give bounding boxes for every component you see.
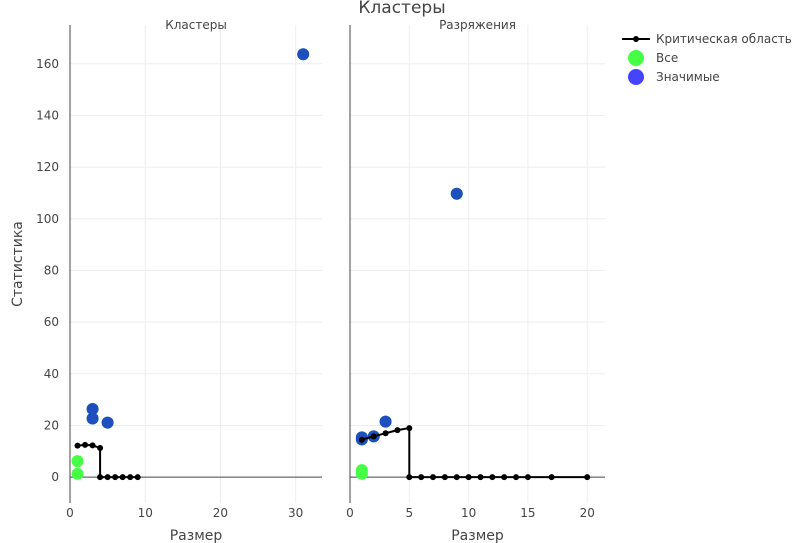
critical-region-point xyxy=(119,474,126,481)
legend-label-all: Все xyxy=(656,51,678,65)
x-axis-title: Размер xyxy=(451,528,504,543)
y-tick-label: 80 xyxy=(44,263,59,277)
critical-region-point xyxy=(74,442,81,449)
critical-region-point xyxy=(441,474,448,481)
point-significant xyxy=(450,187,463,200)
x-tick-label: 0 xyxy=(346,506,354,520)
point-significant xyxy=(297,48,310,61)
critical-region-point xyxy=(370,433,377,440)
critical-region-point xyxy=(501,474,508,481)
critical-region-point xyxy=(406,474,413,481)
point-significant xyxy=(86,412,99,425)
panel-rarefactions: Разряжения 0 5 10 15 20 Размер xyxy=(346,18,605,543)
legend-label-significant: Значимые xyxy=(656,70,720,84)
point-all xyxy=(355,464,368,477)
y-tick-label: 160 xyxy=(36,57,59,71)
point-significant xyxy=(86,402,99,415)
legend-item-all[interactable]: Все xyxy=(628,50,678,66)
x-tick-label: 5 xyxy=(405,506,413,520)
point-significant xyxy=(101,416,114,429)
x-tick-label: 30 xyxy=(288,506,303,520)
critical-region-point xyxy=(394,427,401,434)
critical-region-point xyxy=(112,474,119,481)
x-tick-label: 10 xyxy=(138,506,153,520)
critical-region-point xyxy=(524,474,531,481)
critical-region-point xyxy=(513,474,520,481)
critical-region-point xyxy=(97,474,104,481)
critical-region-point xyxy=(418,474,425,481)
critical-region-point xyxy=(382,430,389,437)
critical-region-point xyxy=(465,474,472,481)
critical-region-point xyxy=(430,474,437,481)
x-axis-title: Размер xyxy=(170,528,223,543)
critical-region-point xyxy=(548,474,555,481)
critical-region-point xyxy=(104,474,111,481)
critical-region-point xyxy=(489,474,496,481)
legend-item-significant[interactable]: Значимые xyxy=(628,69,720,85)
critical-region-point xyxy=(89,442,96,449)
y-tick-label: 60 xyxy=(44,315,59,329)
y-tick-label: 20 xyxy=(44,418,59,432)
legend: Критическая область Все Значимые xyxy=(622,32,792,85)
subplot-title: Разряжения xyxy=(439,18,516,32)
x-tick-label: 0 xyxy=(66,506,74,520)
critical-region-point xyxy=(406,425,413,432)
y-tick-label: 100 xyxy=(36,212,59,226)
critical-region-point xyxy=(453,474,460,481)
legend-label-critical-region: Критическая область xyxy=(656,32,792,46)
legend-marker-critical-region xyxy=(633,36,639,42)
point-significant xyxy=(379,415,392,428)
critical-region-point xyxy=(584,474,591,481)
critical-region-point xyxy=(97,444,104,451)
point-all xyxy=(71,467,84,480)
x-tick-label: 20 xyxy=(580,506,595,520)
x-tick-label: 10 xyxy=(461,506,476,520)
y-tick-label: 40 xyxy=(44,367,59,381)
subplot-title: Кластеры xyxy=(165,18,227,32)
critical-region-line xyxy=(77,443,138,479)
y-tick-label: 140 xyxy=(36,108,59,122)
y-tick-label: 0 xyxy=(51,470,59,484)
critical-region-point xyxy=(82,441,89,448)
legend-marker-significant xyxy=(628,69,644,85)
legend-item-critical-region[interactable]: Критическая область xyxy=(622,32,792,46)
y-tick-label: 120 xyxy=(36,160,59,174)
x-tick-label: 15 xyxy=(520,506,535,520)
critical-region-point xyxy=(477,474,484,481)
critical-region-point xyxy=(127,474,134,481)
critical-region-line xyxy=(361,426,588,479)
x-tick-label: 20 xyxy=(213,506,228,520)
point-all xyxy=(71,455,84,468)
y-axis-title: Статистика xyxy=(10,221,26,307)
critical-region-point xyxy=(358,436,365,443)
chart-title: Кластеры xyxy=(358,0,445,18)
panel-clusters: Кластеры 0 20 40 60 80 100 120 140 160 0 10 20 30 Разм… xyxy=(36,18,322,543)
critical-region-point xyxy=(134,474,141,481)
legend-marker-all xyxy=(628,50,644,66)
